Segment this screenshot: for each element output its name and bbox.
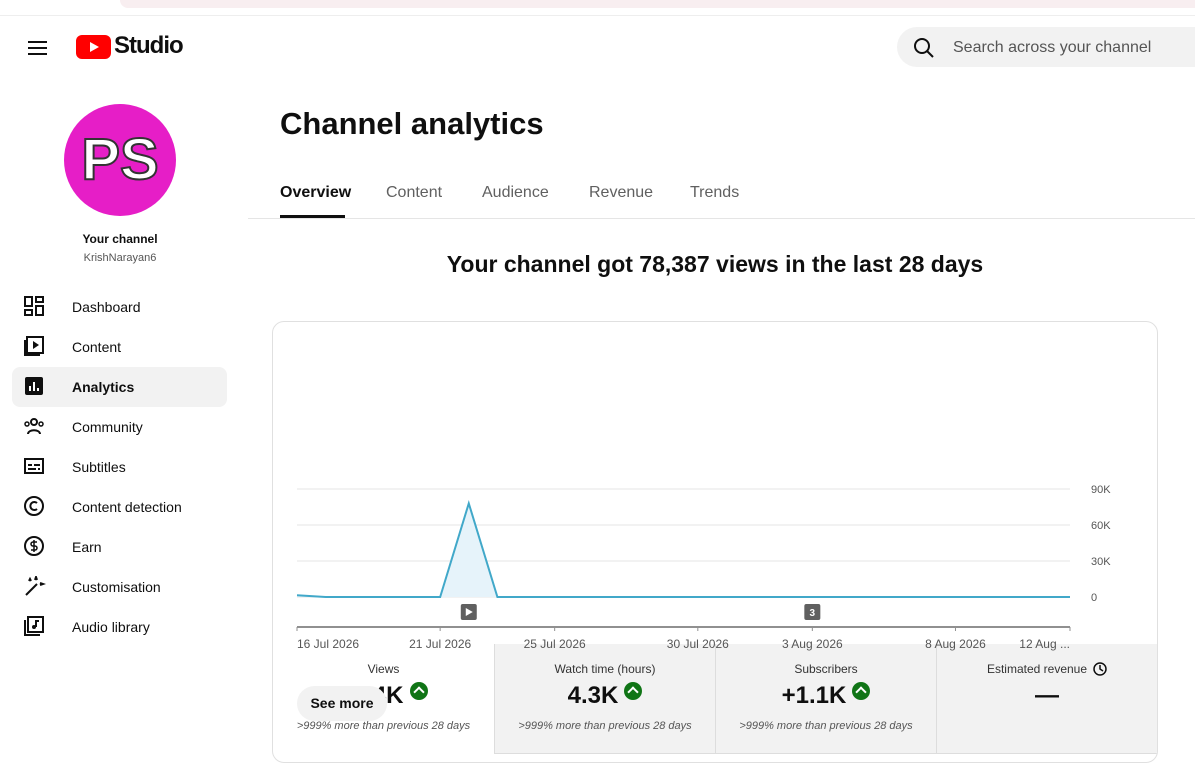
- line: [296, 499, 1070, 598]
- nav-label: Community: [72, 419, 143, 435]
- nav-icon: [24, 536, 44, 556]
- tab[interactable]: Trends: [690, 184, 740, 201]
- metric-label: Subscribers: [794, 662, 858, 676]
- x-tick-label: 21 Jul 2026: [409, 637, 471, 651]
- search-icon: [914, 38, 934, 58]
- nav-icon: [24, 458, 44, 474]
- metric-value-text: —: [1035, 682, 1059, 709]
- nav-item[interactable]: Subtitles: [12, 447, 227, 487]
- metric-value-text: +1.1K: [781, 682, 847, 709]
- logo-icon: [76, 35, 111, 59]
- video-marker-icon: [465, 608, 473, 616]
- search-box[interactable]: Search across your channel: [897, 27, 1195, 67]
- up-arrow: [852, 682, 871, 700]
- analytics-card: Views78.4K>999% more than previous 28 da…: [272, 321, 1158, 763]
- divider: [0, 15, 1195, 16]
- nav-icon: [24, 616, 44, 636]
- logo-text: Studio: [114, 32, 184, 59]
- metric-label: Watch time (hours): [554, 662, 656, 676]
- y-tick-label: 60K: [1091, 520, 1111, 532]
- annotation-marker: [804, 604, 821, 620]
- metric-note: >999% more than previous 28 days: [739, 720, 913, 732]
- tab-indicator: [280, 215, 345, 218]
- nav-item[interactable]: Content detection: [12, 487, 227, 527]
- tab[interactable]: Revenue: [589, 184, 654, 201]
- nav-item[interactable]: Audio library: [12, 607, 227, 647]
- nav-label: Analytics: [72, 379, 135, 395]
- nav-item[interactable]: Customisation: [12, 567, 227, 607]
- metric-card[interactable]: Estimated revenue —: [936, 644, 1157, 754]
- divider: [248, 218, 1195, 219]
- browser-strip: [120, 0, 1195, 8]
- metric-value: —: [937, 682, 1157, 710]
- nav-item[interactable]: Community: [12, 407, 227, 447]
- up-arrow: [409, 682, 428, 700]
- metric-note: >999% more than previous 28 days: [518, 720, 692, 732]
- nav-label: Audio library: [72, 619, 150, 635]
- x-tick-label: 30 Jul 2026: [667, 637, 729, 651]
- nav-item[interactable]: Content: [12, 327, 227, 367]
- up-arrow: [624, 682, 643, 700]
- nav-item[interactable]: Analytics: [12, 367, 227, 407]
- search-placeholder: Search across your channel: [953, 39, 1152, 56]
- metric-note: >999% more than previous 28 days: [296, 720, 471, 732]
- x-tick-label: 12 Aug ...: [1019, 637, 1070, 651]
- nav-icon: [25, 576, 46, 596]
- metric-value: +1.1K: [716, 682, 936, 710]
- metric-value-text: 4.3K: [567, 682, 619, 709]
- nav-item[interactable]: Earn: [12, 527, 227, 567]
- y-tick-label: 30K: [1091, 556, 1111, 568]
- channel-label: Your channel: [82, 232, 158, 246]
- x-tick-label: 16 Jul 2026: [297, 637, 359, 651]
- nav-label: Content detection: [72, 499, 182, 515]
- page-title: Channel analytics: [280, 106, 544, 141]
- y-tick-label: 0: [1091, 592, 1097, 604]
- see-more-button[interactable]: See more: [297, 686, 387, 721]
- tab[interactable]: Content: [386, 184, 443, 201]
- nav-label: Dashboard: [72, 299, 141, 315]
- nav-icon: [24, 296, 44, 316]
- nav-label: Subtitles: [72, 459, 126, 475]
- y-tick-label: 90K: [1091, 484, 1111, 496]
- nav-icon: [24, 336, 44, 356]
- area: [297, 503, 1070, 597]
- metric-card[interactable]: Watch time (hours) 4.3K >999% more than pr…: [494, 644, 715, 754]
- avatar[interactable]: PS: [64, 104, 176, 216]
- x-tick-label: 25 Jul 2026: [524, 637, 586, 651]
- nav-label: Customisation: [72, 579, 161, 595]
- headline: Your channel got 78,387 views in the las…: [446, 251, 984, 277]
- nav-label: Content: [72, 339, 122, 355]
- nav-icon: [24, 496, 44, 516]
- chart: 0 30K 60K 90K 16 Jul 2026 21 Jul 2026 25 Jul 2…: [296, 484, 1111, 651]
- annotation-label: 3: [810, 608, 816, 619]
- x-tick-label: 8 Aug 2026: [925, 637, 986, 651]
- menu-button[interactable]: [28, 40, 48, 56]
- nav-item[interactable]: Dashboard: [12, 287, 227, 327]
- x-tick-label: 3 Aug 2026: [782, 637, 843, 651]
- metric-label: Estimated revenue: [937, 662, 1157, 676]
- tab[interactable]: Audience: [482, 184, 549, 201]
- clock-icon: [1093, 662, 1107, 676]
- channel-name: KrishNarayan6: [83, 252, 157, 264]
- metric-value: 4.3K: [495, 682, 715, 710]
- metric-label: Views: [367, 662, 400, 676]
- nav-icon: [25, 377, 43, 395]
- metric-card[interactable]: Subscribers +1.1K >999% more than previous…: [715, 644, 936, 754]
- nav-label: Earn: [72, 539, 102, 555]
- tab[interactable]: Overview: [280, 184, 352, 201]
- nav-icon: [24, 418, 44, 435]
- page: Studio Search across your channel PS You…: [0, 0, 1195, 744]
